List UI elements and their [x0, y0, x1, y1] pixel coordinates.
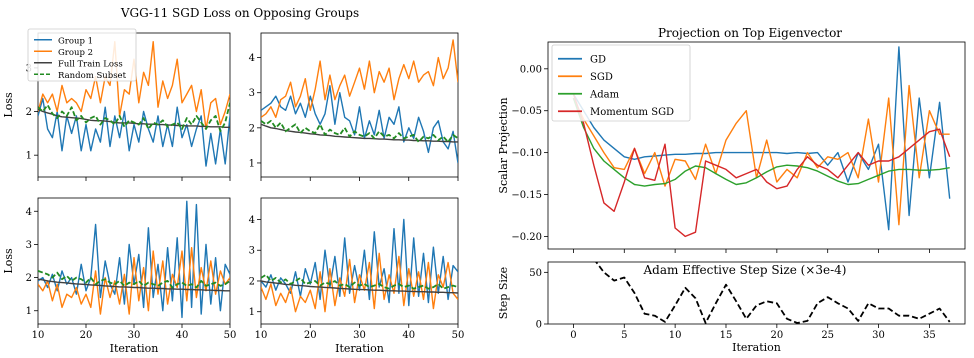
- x-tick-label: 50: [224, 330, 237, 341]
- subplot-right-bottom: 0 5 10 15 20 25 30 35 0 50 Iteration Step Size: [497, 261, 966, 354]
- y-axis-label: Loss: [2, 248, 15, 274]
- y-tick-label: 3: [249, 88, 255, 99]
- y-tick-label: 50: [529, 268, 542, 279]
- y-tick-label: −0.15: [511, 190, 542, 201]
- y-tick-label: 4: [249, 215, 255, 226]
- axes-frame: [547, 261, 966, 325]
- right-top-title: Projection on Top Eigenvector: [658, 26, 842, 40]
- x-tick-label: 40: [402, 330, 415, 341]
- x-tick-label: 10: [32, 330, 45, 341]
- y-axis-label: Loss: [2, 92, 15, 118]
- y-tick-label: 2: [26, 273, 32, 284]
- x-tick-label: 10: [255, 330, 268, 341]
- y-tick-label: 1: [249, 158, 255, 169]
- x-tick-label: 15: [720, 330, 733, 341]
- axes-frame: [260, 32, 459, 178]
- y-tick-label: 3: [249, 246, 255, 257]
- y-tick-label: 1: [249, 307, 255, 318]
- x-tick-label: 30: [872, 330, 885, 341]
- right-bottom-title: Adam Effective Step Size (×3e-4): [643, 263, 847, 277]
- series-line-group-1: [38, 97, 230, 167]
- y-axis-label: Scalar Projection: [497, 97, 510, 193]
- x-tick-label: 50: [452, 330, 465, 341]
- series-line-full-train-loss: [261, 280, 458, 294]
- y-axis-label: Step Size: [497, 267, 510, 319]
- legend-label: Group 2: [58, 48, 93, 58]
- y-tick-label: −0.10: [511, 148, 542, 159]
- series-line-adam-step: [595, 262, 951, 324]
- x-axis-label: Iteration: [335, 342, 384, 355]
- series-line-full-train-loss: [261, 123, 458, 143]
- y-tick-label: −0.20: [511, 232, 542, 243]
- y-tick-label: 0: [536, 320, 542, 331]
- subplot-top-right: 1 2 3 4: [249, 32, 459, 181]
- subplot-bottom-left: 10 20 30 40 50 1 2 3 4 Iteration Loss: [2, 197, 237, 355]
- series-line-group-1: [261, 84, 458, 164]
- y-tick-label: 2: [249, 123, 255, 134]
- legend-label: SGD: [590, 72, 613, 83]
- series-line-random-subset: [38, 270, 230, 289]
- x-tick-label: 5: [621, 330, 627, 341]
- legend-label: Full Train Loss: [58, 59, 123, 69]
- subplot-right-top: 0.00 −0.05 −0.10 −0.15 −0.20 Scalar Projectio…: [497, 41, 966, 253]
- legend-label: Adam: [589, 89, 620, 100]
- x-tick-label: 35: [923, 330, 936, 341]
- y-tick-label: 2: [249, 276, 255, 287]
- series-line-full-train-loss: [38, 278, 230, 292]
- legend-box: [551, 44, 691, 122]
- x-tick-label: 40: [176, 330, 189, 341]
- legend-label: GD: [590, 54, 606, 65]
- series-line-random-subset: [261, 119, 458, 143]
- legend-label: Random Subset: [58, 71, 127, 81]
- left-suptitle: VGG-11 SGD Loss on Opposing Groups: [120, 6, 359, 20]
- legend-label: Momentum SGD: [590, 107, 674, 118]
- series-line-gd: [572, 46, 951, 231]
- y-tick-label: −0.05: [511, 106, 542, 117]
- x-tick-label: 20: [770, 330, 783, 341]
- series-line-random-subset: [261, 273, 458, 290]
- y-tick-label: 3: [26, 240, 32, 251]
- y-tick-label: 1: [26, 306, 32, 317]
- subplot-bottom-right: 10 20 30 40 50 1 2 3 4 Iteration: [249, 197, 465, 355]
- x-tick-label: 20: [80, 330, 93, 341]
- y-tick-label: 0.00: [520, 64, 542, 75]
- y-tick-label: 4: [249, 53, 255, 64]
- series-line-group-2: [261, 39, 458, 119]
- legend-label: Group 1: [58, 36, 93, 46]
- axes-frame: [260, 197, 459, 325]
- series-line-random-subset: [38, 102, 230, 133]
- y-tick-label: 1: [26, 151, 32, 162]
- x-tick-label: 0: [570, 330, 576, 341]
- series-line-group-2: [261, 252, 458, 313]
- y-tick-label: 4: [26, 207, 32, 218]
- series-line-group-2: [38, 246, 230, 315]
- y-tick-label: 2: [26, 107, 32, 118]
- x-axis-label: Iteration: [110, 342, 159, 355]
- x-tick-label: 30: [128, 330, 141, 341]
- legend-box: [27, 28, 137, 82]
- x-tick-label: 20: [304, 330, 317, 341]
- x-tick-label: 10: [669, 330, 682, 341]
- x-axis-label: Iteration: [732, 341, 781, 354]
- axes-frame: [547, 41, 966, 250]
- x-tick-label: 30: [353, 330, 366, 341]
- x-tick-label: 25: [821, 330, 834, 341]
- series-line-momentum-sgd: [572, 93, 951, 238]
